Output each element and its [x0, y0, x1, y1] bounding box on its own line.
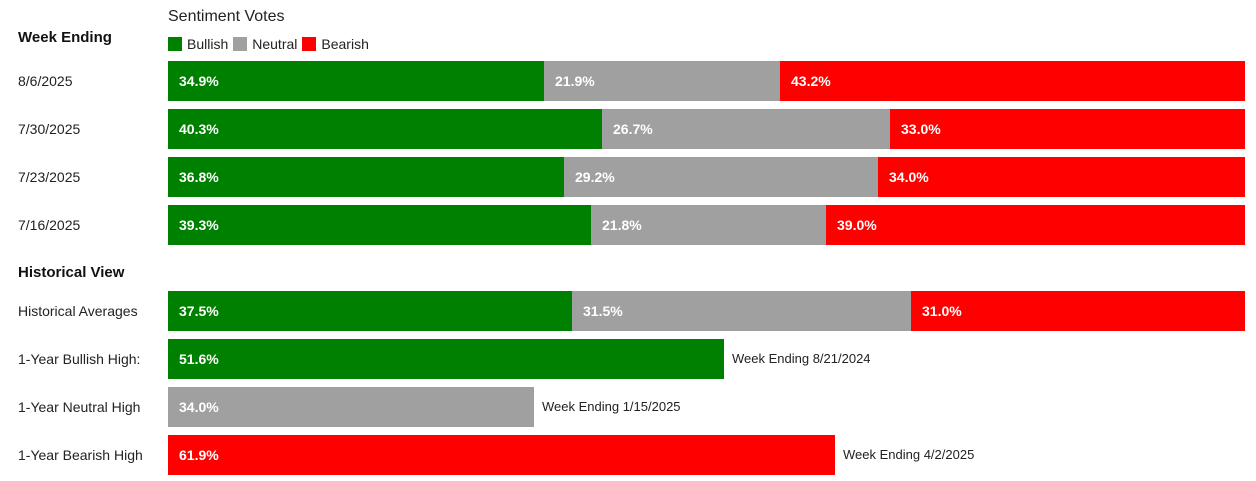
historical-bar: 37.5% 31.5% 31.0% [168, 291, 1245, 331]
legend-label-neutral: Neutral [252, 36, 298, 52]
historical-header: Historical View [18, 264, 125, 281]
legend-label-bullish: Bullish [187, 36, 229, 52]
stacked-bar: 39.3% 21.8% 39.0% [168, 205, 1245, 245]
legend-label-bearish: Bearish [321, 36, 369, 52]
bar-segment-neutral: 26.7% [602, 109, 890, 149]
bar-segment-bearish: 61.9% [168, 435, 835, 475]
legend: Bullish Neutral Bearish [168, 36, 374, 52]
bar-segment-bearish: 31.0% [911, 291, 1245, 331]
legend-swatch-neutral [233, 37, 248, 51]
legend-title: Sentiment Votes [168, 8, 285, 25]
bar-segment-bearish: 43.2% [780, 61, 1245, 101]
week-ending-note: Week Ending 8/21/2024 [732, 351, 871, 366]
historical-label: 1-Year Bearish High [18, 447, 143, 463]
legend-item-neutral: Neutral [233, 36, 297, 52]
weekly-header: Week Ending [18, 29, 112, 46]
bar-segment-neutral: 29.2% [564, 157, 878, 197]
bar-segment-bearish: 34.0% [878, 157, 1245, 197]
legend-item-bearish: Bearish [302, 36, 369, 52]
bar-segment-neutral: 21.8% [591, 205, 826, 245]
historical-bar: 51.6% [168, 339, 1245, 379]
week-label: 7/30/2025 [18, 121, 81, 137]
week-ending-note: Week Ending 4/2/2025 [843, 447, 975, 462]
historical-bar: 61.9% [168, 435, 1245, 475]
bar-segment-bearish: 39.0% [826, 205, 1245, 245]
bar-segment-bullish: 40.3% [168, 109, 602, 149]
bar-segment-bullish: 34.9% [168, 61, 544, 101]
bar-segment-bullish: 36.8% [168, 157, 564, 197]
bar-segment-bullish: 37.5% [168, 291, 572, 331]
bar-segment-bullish: 39.3% [168, 205, 591, 245]
stacked-bar: 34.9% 21.9% 43.2% [168, 61, 1245, 101]
week-label: 7/16/2025 [18, 217, 81, 233]
week-ending-note: Week Ending 1/15/2025 [542, 399, 681, 414]
bar-segment-neutral: 21.9% [544, 61, 780, 101]
week-label: 7/23/2025 [18, 169, 81, 185]
stacked-bar: 40.3% 26.7% 33.0% [168, 109, 1245, 149]
legend-swatch-bullish [168, 37, 182, 51]
historical-bar: 34.0% [168, 387, 1245, 427]
legend-swatch-bearish [302, 37, 317, 51]
historical-label: 1-Year Bullish High: [18, 351, 141, 367]
bar-segment-bullish: 51.6% [168, 339, 724, 379]
historical-label: Historical Averages [18, 303, 138, 319]
bar-segment-neutral: 34.0% [168, 387, 534, 427]
legend-item-bullish: Bullish [168, 36, 228, 52]
bar-segment-bearish: 33.0% [890, 109, 1245, 149]
historical-label: 1-Year Neutral High [18, 399, 141, 415]
week-label: 8/6/2025 [18, 73, 73, 89]
bar-segment-neutral: 31.5% [572, 291, 911, 331]
stacked-bar: 36.8% 29.2% 34.0% [168, 157, 1245, 197]
